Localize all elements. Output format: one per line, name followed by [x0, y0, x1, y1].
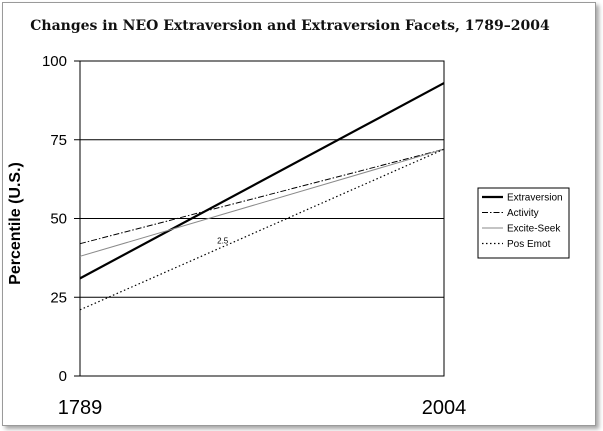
y-tick-label: 0 [59, 368, 67, 385]
annotations: 2.5 [217, 237, 229, 246]
y-axis-label: Percentile (U.S.) [7, 162, 24, 285]
x-tick-labels: 1789 2004 [58, 397, 467, 419]
y-tick-label: 25 [50, 289, 67, 306]
legend: Extraversion Activity Excite-Seek Pos Emot [477, 187, 570, 259]
legend-label: Pos Emot [507, 239, 551, 250]
y-tick-label: 75 [50, 132, 67, 149]
axes [74, 60, 445, 377]
legend-label: Excite-Seek [507, 224, 561, 235]
series-lines [79, 82, 445, 311]
legend-label: Extraversion [507, 193, 563, 204]
legend-label: Activity [507, 208, 539, 219]
y-tick-labels: 0 25 50 75 100 [42, 53, 67, 385]
y-tick-label: 100 [42, 53, 67, 70]
legend-box [477, 187, 570, 259]
x-tick-label: 1789 [58, 397, 103, 419]
annotation-label: 2.5 [217, 237, 229, 246]
series-line-3 [79, 148, 445, 311]
grid [80, 139, 444, 298]
y-tick-label: 50 [50, 211, 67, 228]
series-line-2 [79, 148, 445, 257]
x-tick-label: 2004 [422, 397, 467, 419]
series-line-0 [79, 82, 445, 280]
series-line-1 [79, 148, 445, 245]
chart-title: Changes in NEO Extraversion and Extraver… [30, 18, 550, 34]
